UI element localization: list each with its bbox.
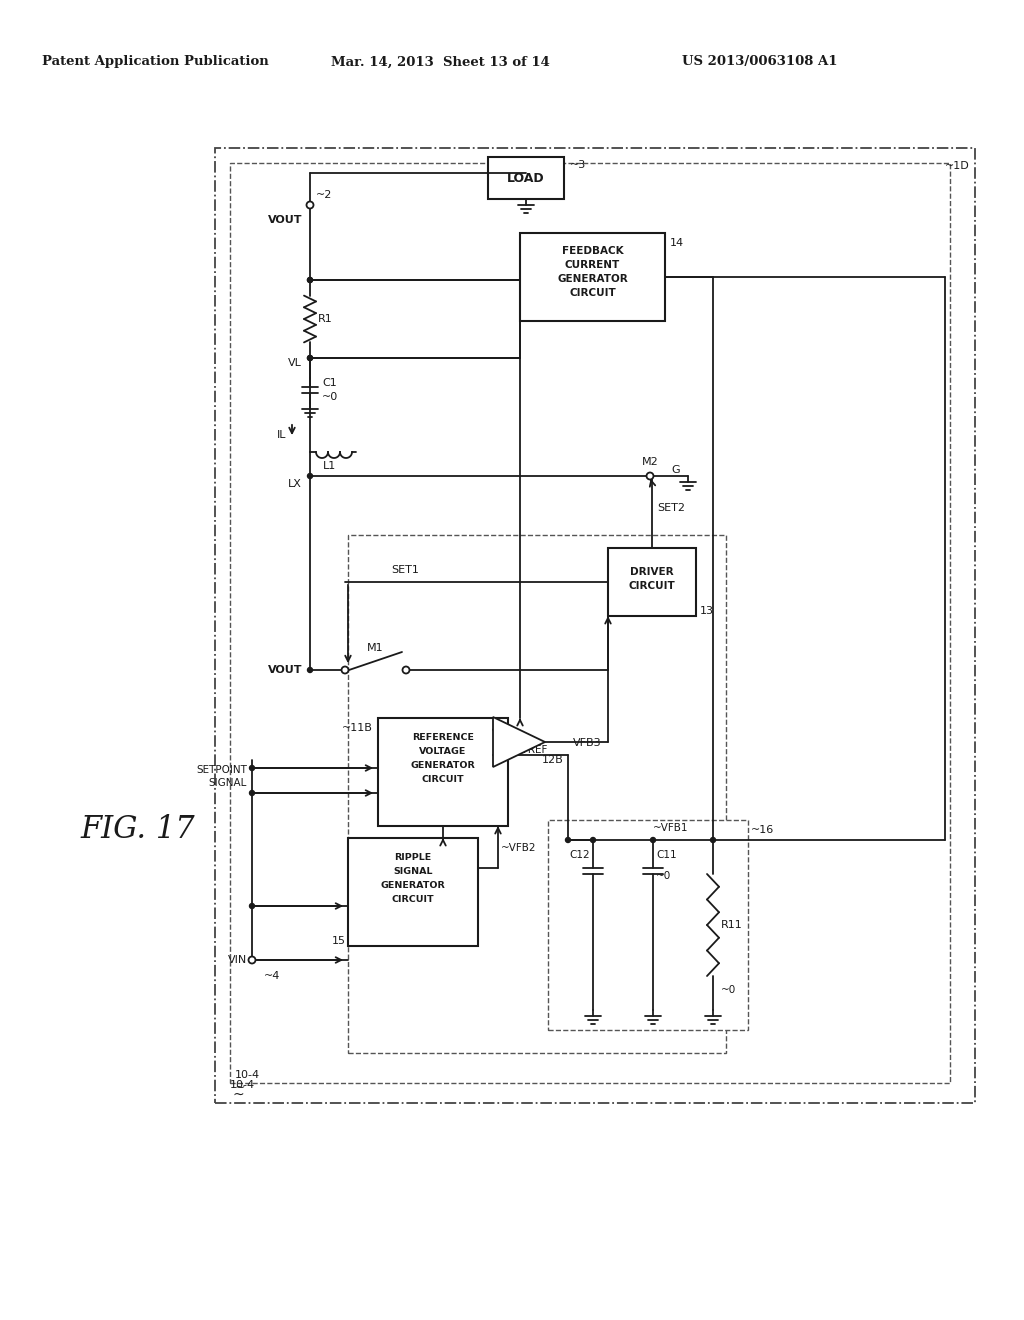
Circle shape <box>565 837 570 842</box>
Text: GENERATOR: GENERATOR <box>381 882 445 891</box>
Text: M2: M2 <box>642 457 658 467</box>
Circle shape <box>711 837 716 842</box>
Text: ~2: ~2 <box>316 190 333 201</box>
Text: ~VFB1: ~VFB1 <box>653 822 688 833</box>
Text: G: G <box>672 465 680 475</box>
Circle shape <box>650 837 655 842</box>
Text: CIRCUIT: CIRCUIT <box>569 288 615 298</box>
Text: RIPPLE: RIPPLE <box>394 854 432 862</box>
Text: SIGNAL: SIGNAL <box>209 777 247 788</box>
Text: +: + <box>498 751 508 764</box>
Text: 13: 13 <box>700 606 714 616</box>
Circle shape <box>250 766 255 771</box>
Text: VOUT: VOUT <box>267 665 302 675</box>
Text: REFERENCE: REFERENCE <box>412 734 474 742</box>
Text: ~VFB2: ~VFB2 <box>501 843 537 853</box>
Text: LX: LX <box>288 479 302 488</box>
Text: CIRCUIT: CIRCUIT <box>629 581 676 591</box>
Circle shape <box>307 474 312 479</box>
Text: ~VREF: ~VREF <box>513 744 549 755</box>
Text: R11: R11 <box>721 920 742 931</box>
Text: ~16: ~16 <box>751 825 774 836</box>
Text: M1: M1 <box>368 643 384 653</box>
Text: ~: ~ <box>232 1088 244 1102</box>
Circle shape <box>307 668 312 672</box>
Text: 14: 14 <box>670 238 684 248</box>
Circle shape <box>307 355 312 360</box>
Text: CIRCUIT: CIRCUIT <box>422 776 464 784</box>
Bar <box>348 838 478 946</box>
Text: IL: IL <box>278 430 287 440</box>
Circle shape <box>591 837 596 842</box>
Text: FIG. 17: FIG. 17 <box>81 814 196 846</box>
Text: ~0: ~0 <box>721 985 736 995</box>
Polygon shape <box>493 717 545 767</box>
Text: ~: ~ <box>234 1081 246 1093</box>
Text: C11: C11 <box>656 850 677 861</box>
Text: GENERATOR: GENERATOR <box>557 275 628 284</box>
Circle shape <box>306 202 313 209</box>
Bar <box>348 535 726 1053</box>
Bar <box>608 548 696 616</box>
Bar <box>520 234 665 321</box>
Circle shape <box>307 355 312 360</box>
Text: VL: VL <box>288 358 302 368</box>
Text: US 2013/0063108 A1: US 2013/0063108 A1 <box>682 55 838 69</box>
Circle shape <box>250 791 255 796</box>
Text: VIN: VIN <box>227 954 247 965</box>
Text: R1: R1 <box>318 314 333 323</box>
Text: ~0: ~0 <box>322 392 338 403</box>
Bar <box>230 162 950 1082</box>
Text: L1: L1 <box>324 461 337 471</box>
Circle shape <box>341 667 348 673</box>
Text: SIGNAL: SIGNAL <box>393 867 433 876</box>
Circle shape <box>402 667 410 673</box>
Text: 10-4: 10-4 <box>234 1071 260 1080</box>
Text: ~3: ~3 <box>570 160 587 170</box>
Circle shape <box>250 903 255 908</box>
Text: ~4: ~4 <box>264 972 281 981</box>
Text: ~1D: ~1D <box>945 161 970 172</box>
Text: 15: 15 <box>332 936 346 946</box>
Circle shape <box>646 473 653 479</box>
Circle shape <box>307 277 312 282</box>
Bar <box>215 148 975 1104</box>
Text: C12: C12 <box>569 850 590 861</box>
Bar <box>548 820 748 1030</box>
Text: VOLTAGE: VOLTAGE <box>419 747 467 756</box>
Text: Patent Application Publication: Patent Application Publication <box>42 55 268 69</box>
Text: LOAD: LOAD <box>507 172 545 185</box>
Bar <box>488 157 564 199</box>
Text: -: - <box>501 719 505 733</box>
Text: Mar. 14, 2013  Sheet 13 of 14: Mar. 14, 2013 Sheet 13 of 14 <box>331 55 550 69</box>
Text: SET2: SET2 <box>657 503 685 513</box>
Circle shape <box>307 277 312 282</box>
Text: ~0: ~0 <box>656 871 672 880</box>
Text: VOUT: VOUT <box>267 215 302 224</box>
Text: ~11B: ~11B <box>342 723 373 733</box>
Text: HYSO: HYSO <box>497 738 521 747</box>
Text: GENERATOR: GENERATOR <box>411 762 475 771</box>
Bar <box>378 718 508 826</box>
Text: VFB3: VFB3 <box>573 738 602 747</box>
Text: 10-4: 10-4 <box>230 1080 255 1090</box>
Text: DRIVER: DRIVER <box>630 568 674 577</box>
Text: C1: C1 <box>322 378 337 388</box>
Text: CURRENT: CURRENT <box>565 260 621 271</box>
Text: SETPOINT: SETPOINT <box>197 766 247 775</box>
Text: 12B: 12B <box>542 755 564 766</box>
Circle shape <box>249 957 256 964</box>
Text: CIRCUIT: CIRCUIT <box>392 895 434 904</box>
Text: SET1: SET1 <box>391 565 419 576</box>
Text: FEEDBACK: FEEDBACK <box>562 246 624 256</box>
